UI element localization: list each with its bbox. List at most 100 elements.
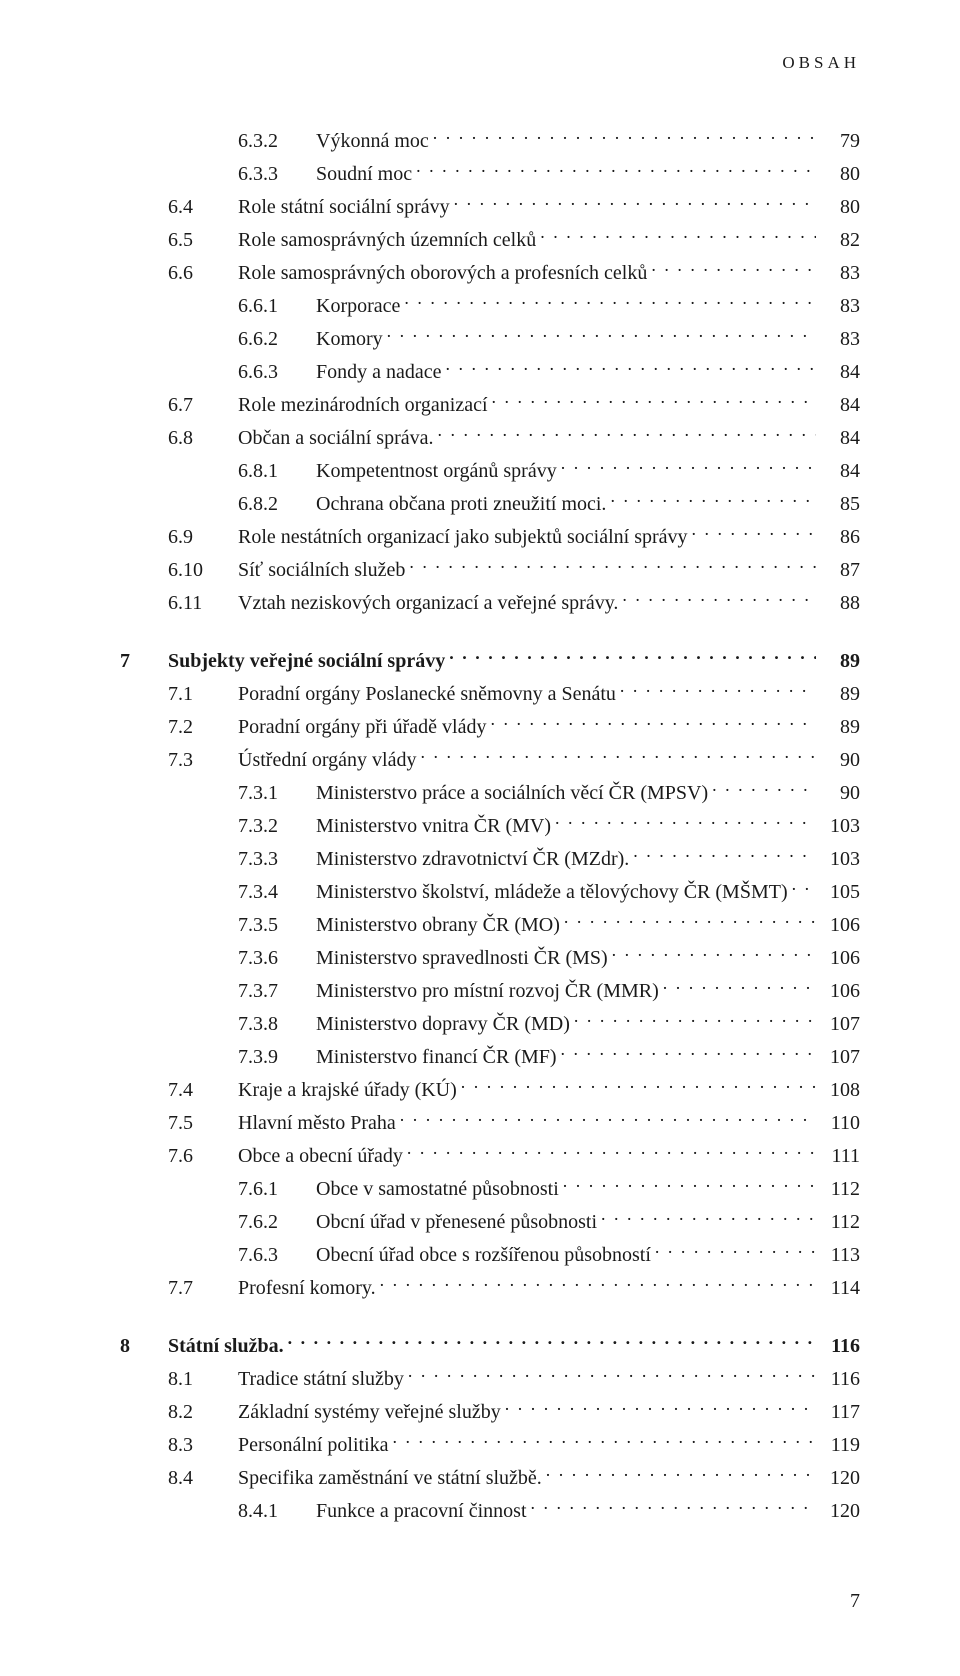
toc-leader-dots	[792, 878, 816, 898]
toc-leader-dots	[409, 556, 816, 576]
toc-entry-number: 7.3	[168, 745, 238, 775]
toc-entry-title: Personální politika	[238, 1430, 389, 1460]
toc-leader-dots	[437, 424, 816, 444]
toc-entry-title: Ministerstvo obrany ČR (MO)	[316, 910, 560, 940]
toc-entry-title: Subjekty veřejné sociální správy	[168, 646, 445, 676]
toc-entry: 7.2Poradní orgány při úřadě vlády89	[168, 712, 860, 742]
toc-entry-number: 6.8.1	[238, 456, 316, 486]
toc-leader-dots	[404, 292, 816, 312]
toc-entry-number: 8.1	[168, 1364, 238, 1394]
toc-entry-page: 106	[820, 976, 860, 1006]
toc-entry-number: 6.4	[168, 192, 238, 222]
toc-entry: 7.3Ústřední orgány vlády 90	[168, 745, 860, 775]
toc-entry-page: 84	[820, 357, 860, 387]
toc-entry: 6.3.3Soudní moc80	[238, 159, 860, 189]
toc-entry: 8Státní služba. 116	[120, 1331, 860, 1361]
toc-entry-page: 89	[820, 646, 860, 676]
toc-entry-number: 6.9	[168, 522, 238, 552]
toc-entry-number: 6.6	[168, 258, 238, 288]
toc-leader-dots	[612, 944, 816, 964]
toc-entry-page: 84	[820, 456, 860, 486]
toc-entry-number: 7	[120, 646, 168, 676]
toc-entry-page: 83	[820, 324, 860, 354]
toc-entry-number: 8	[120, 1331, 168, 1361]
toc-entry-title: Specifika zaměstnání ve státní službě.	[238, 1463, 542, 1493]
toc-leader-dots	[531, 1497, 817, 1517]
toc-entry-page: 112	[820, 1207, 860, 1237]
toc-entry: 7.3.2Ministerstvo vnitra ČR (MV)103	[238, 811, 860, 841]
toc-entry-number: 6.3.2	[238, 126, 316, 156]
toc-entry: 8.4.1Funkce a pracovní činnost120	[238, 1496, 860, 1526]
toc-entry: 7.4Kraje a krajské úřady (KÚ)108	[168, 1075, 860, 1105]
toc-entry: 7.6.2Obcní úřad v přenesené působnosti11…	[238, 1207, 860, 1237]
toc-entry-number: 6.8	[168, 423, 238, 453]
toc-entry-title: Státní služba.	[168, 1331, 284, 1361]
toc-entry: 8.4Specifika zaměstnání ve státní službě…	[168, 1463, 860, 1493]
toc-entry-page: 87	[820, 555, 860, 585]
toc-entry: 7.3.7Ministerstvo pro místní rozvoj ČR (…	[238, 976, 860, 1006]
toc-entry-number: 7.6.1	[238, 1174, 316, 1204]
toc-entry-page: 103	[820, 844, 860, 874]
toc-entry: 6.4Role státní sociální správy80	[168, 192, 860, 222]
toc-entry-title: Obecní úřad obce s rozšířenou působností	[316, 1240, 651, 1270]
toc-entry-title: Ústřední orgány vlády	[238, 745, 417, 775]
toc-entry-number: 7.6	[168, 1141, 238, 1171]
toc-entry-page: 107	[820, 1042, 860, 1072]
toc-entry-page: 120	[820, 1496, 860, 1526]
toc-entry-title: Kraje a krajské úřady (KÚ)	[238, 1075, 457, 1105]
toc-entry: 7.6Obce a obecní úřady111	[168, 1141, 860, 1171]
toc-entry-page: 80	[820, 159, 860, 189]
toc-entry-number: 7.1	[168, 679, 238, 709]
toc-entry-title: Ministerstvo dopravy ČR (MD)	[316, 1009, 570, 1039]
toc-entry: 6.5Role samosprávných územních celků82	[168, 225, 860, 255]
toc-entry-number: 6.10	[168, 555, 238, 585]
toc-entry-title: Obce v samostatné působnosti	[316, 1174, 559, 1204]
toc-entry-title: Poradní orgány Poslanecké sněmovny a Sen…	[238, 679, 616, 709]
toc-entry-title: Vztah neziskových organizací a veřejné s…	[238, 588, 618, 618]
toc-leader-dots	[546, 1464, 816, 1484]
toc-entry: 7.6.1Obce v samostatné působnosti112	[238, 1174, 860, 1204]
toc-entry-title: Role státní sociální správy	[238, 192, 450, 222]
toc-leader-dots	[601, 1208, 816, 1228]
toc-entry: 7Subjekty veřejné sociální správy 89	[120, 646, 860, 676]
toc-leader-dots	[620, 680, 816, 700]
toc-leader-dots	[393, 1431, 816, 1451]
toc-entry-title: Ministerstvo financí ČR (MF)	[316, 1042, 557, 1072]
toc-entry-title: Občan a sociální správa.	[238, 423, 433, 453]
toc-leader-dots	[564, 911, 816, 931]
toc-entry-page: 90	[820, 778, 860, 808]
toc-entry-number: 7.4	[168, 1075, 238, 1105]
toc-leader-dots	[561, 1043, 816, 1063]
toc-entry-number: 7.3.8	[238, 1009, 316, 1039]
toc-entry-title: Základní systémy veřejné služby	[238, 1397, 501, 1427]
toc-entry-title: Obcní úřad v přenesené působnosti	[316, 1207, 597, 1237]
toc-entry-page: 107	[820, 1009, 860, 1039]
toc-entry-page: 106	[820, 910, 860, 940]
toc-entry-page: 103	[820, 811, 860, 841]
toc-leader-dots	[446, 358, 816, 378]
toc-entry-title: Profesní komory.	[238, 1273, 376, 1303]
running-header: OBSAH	[120, 50, 860, 76]
toc-leader-dots	[574, 1010, 816, 1030]
toc-leader-dots	[490, 713, 816, 733]
toc-leader-dots	[408, 1365, 816, 1385]
toc-entry-title: Ministerstvo zdravotnictví ČR (MZdr).	[316, 844, 629, 874]
toc-entry: 7.3.9Ministerstvo financí ČR (MF)107	[238, 1042, 860, 1072]
toc-entry: 6.10Síť sociálních služeb87	[168, 555, 860, 585]
toc-entry-title: Komory	[316, 324, 383, 354]
toc-entry-title: Ochrana občana proti zneužití moci.	[316, 489, 606, 519]
toc-entry-page: 116	[820, 1331, 860, 1361]
toc-entry-number: 8.2	[168, 1397, 238, 1427]
toc-entry-number: 7.3.2	[238, 811, 316, 841]
toc-entry-title: Role samosprávných územních celků	[238, 225, 536, 255]
toc-entry-page: 117	[820, 1397, 860, 1427]
toc-entry: 6.6.2Komory83	[238, 324, 860, 354]
toc-entry-title: Soudní moc	[316, 159, 412, 189]
toc-entry-page: 90	[820, 745, 860, 775]
toc-entry-page: 119	[820, 1430, 860, 1460]
toc-leader-dots	[655, 1241, 816, 1261]
toc-leader-dots	[407, 1142, 816, 1162]
toc-entry-number: 7.3.5	[238, 910, 316, 940]
toc-leader-dots	[492, 391, 816, 411]
toc-entry-title: Ministerstvo spravedlnosti ČR (MS)	[316, 943, 608, 973]
